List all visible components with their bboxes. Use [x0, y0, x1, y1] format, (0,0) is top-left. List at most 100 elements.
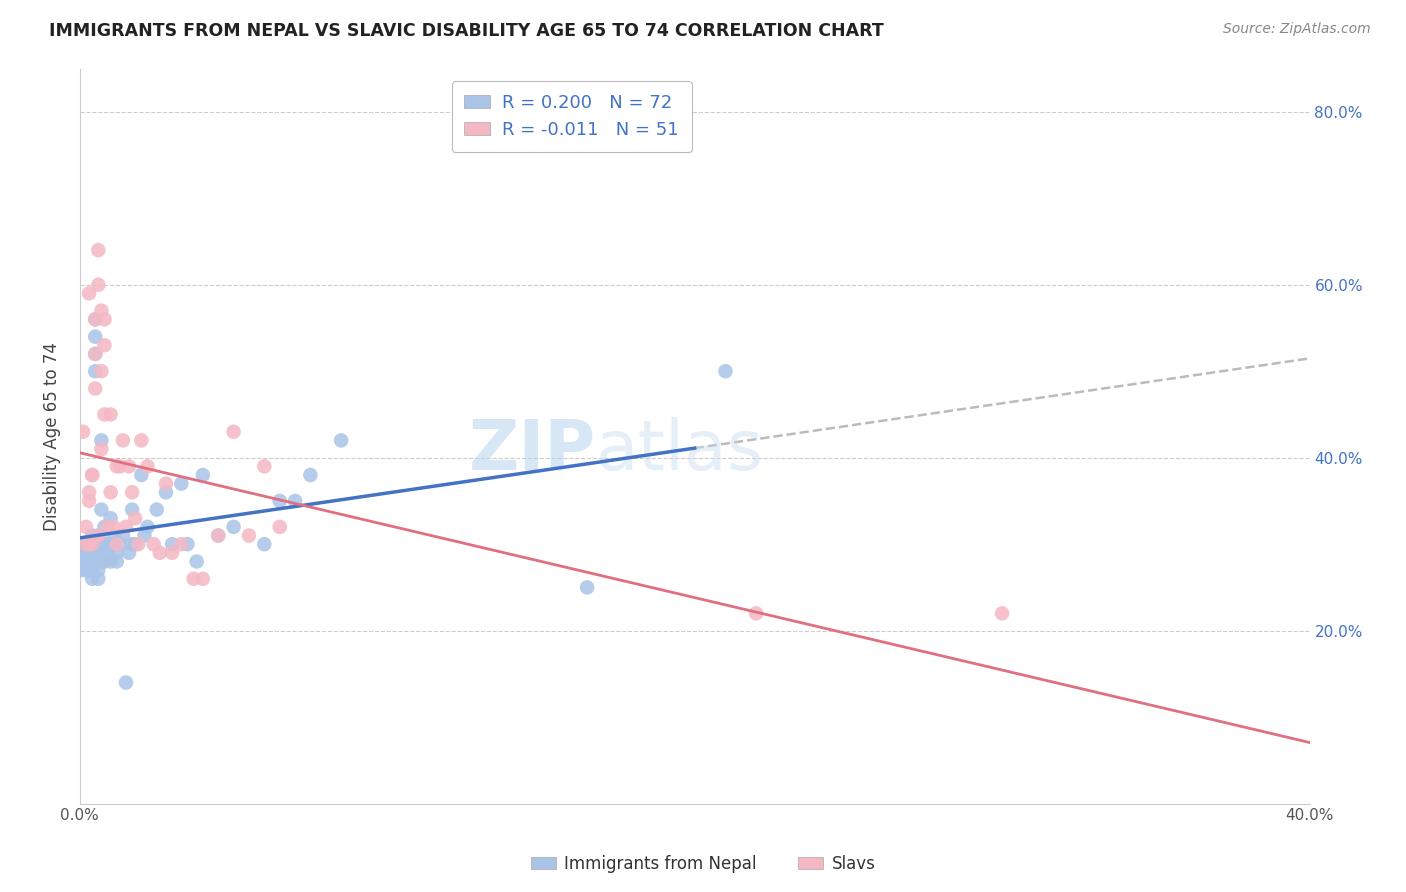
Point — [118, 546, 141, 560]
Point — [103, 528, 125, 542]
Point — [170, 537, 193, 551]
Point — [84, 546, 107, 560]
Point — [121, 502, 143, 516]
Point — [87, 537, 110, 551]
Point — [115, 520, 138, 534]
Point — [108, 459, 131, 474]
Point — [77, 485, 100, 500]
Point — [77, 537, 100, 551]
Point — [84, 382, 107, 396]
Point — [96, 546, 118, 560]
Text: atlas: atlas — [596, 417, 765, 484]
Point — [70, 563, 93, 577]
Point — [160, 537, 183, 551]
Point — [176, 537, 198, 551]
Point — [84, 364, 107, 378]
Point — [183, 572, 205, 586]
Point — [72, 554, 94, 568]
Point — [82, 563, 104, 577]
Point — [131, 434, 153, 448]
Point — [87, 528, 110, 542]
Point — [82, 546, 104, 560]
Point — [82, 554, 104, 568]
Point — [75, 546, 97, 560]
Point — [96, 520, 118, 534]
Point — [75, 563, 97, 577]
Point — [160, 546, 183, 560]
Point — [84, 312, 107, 326]
Point — [82, 537, 104, 551]
Point — [186, 554, 208, 568]
Point — [93, 537, 115, 551]
Point — [108, 537, 131, 551]
Point — [222, 425, 245, 439]
Point — [105, 537, 128, 551]
Legend: Immigrants from Nepal, Slavs: Immigrants from Nepal, Slavs — [524, 848, 882, 880]
Point — [75, 520, 97, 534]
Point — [87, 277, 110, 292]
Point — [100, 554, 122, 568]
Point — [127, 537, 149, 551]
Point — [238, 528, 260, 542]
Point — [330, 434, 353, 448]
Legend: R = 0.200   N = 72, R = -0.011   N = 51: R = 0.200 N = 72, R = -0.011 N = 51 — [451, 81, 692, 152]
Point — [77, 537, 100, 551]
Point — [77, 554, 100, 568]
Point — [134, 528, 156, 542]
Point — [87, 243, 110, 257]
Point — [87, 528, 110, 542]
Point — [714, 364, 737, 378]
Point — [155, 476, 177, 491]
Point — [149, 546, 172, 560]
Point — [93, 520, 115, 534]
Point — [73, 537, 96, 551]
Point — [191, 572, 214, 586]
Point — [100, 408, 122, 422]
Point — [284, 494, 307, 508]
Point — [77, 563, 100, 577]
Point — [269, 494, 291, 508]
Point — [90, 303, 112, 318]
Point — [96, 537, 118, 551]
Point — [299, 467, 322, 482]
Point — [90, 502, 112, 516]
Point — [991, 607, 1014, 621]
Point — [84, 329, 107, 343]
Point — [105, 459, 128, 474]
Point — [100, 485, 122, 500]
Point — [576, 581, 599, 595]
Point — [82, 467, 104, 482]
Point — [90, 442, 112, 456]
Point — [93, 312, 115, 326]
Point — [90, 554, 112, 568]
Point — [93, 338, 115, 352]
Point — [84, 347, 107, 361]
Point — [207, 528, 229, 542]
Point — [75, 537, 97, 551]
Point — [90, 434, 112, 448]
Point — [103, 537, 125, 551]
Point — [131, 467, 153, 482]
Point — [75, 537, 97, 551]
Point — [111, 528, 134, 542]
Y-axis label: Disability Age 65 to 74: Disability Age 65 to 74 — [44, 342, 60, 531]
Text: ZIP: ZIP — [470, 417, 596, 484]
Point — [121, 485, 143, 500]
Point — [93, 554, 115, 568]
Point — [136, 520, 159, 534]
Point — [253, 459, 276, 474]
Point — [207, 528, 229, 542]
Point — [121, 537, 143, 551]
Point — [77, 494, 100, 508]
Point — [82, 528, 104, 542]
Point — [111, 434, 134, 448]
Point — [75, 554, 97, 568]
Point — [253, 537, 276, 551]
Point — [745, 607, 768, 621]
Point — [84, 312, 107, 326]
Point — [77, 286, 100, 301]
Point — [100, 511, 122, 525]
Point — [82, 563, 104, 577]
Point — [155, 485, 177, 500]
Point — [269, 520, 291, 534]
